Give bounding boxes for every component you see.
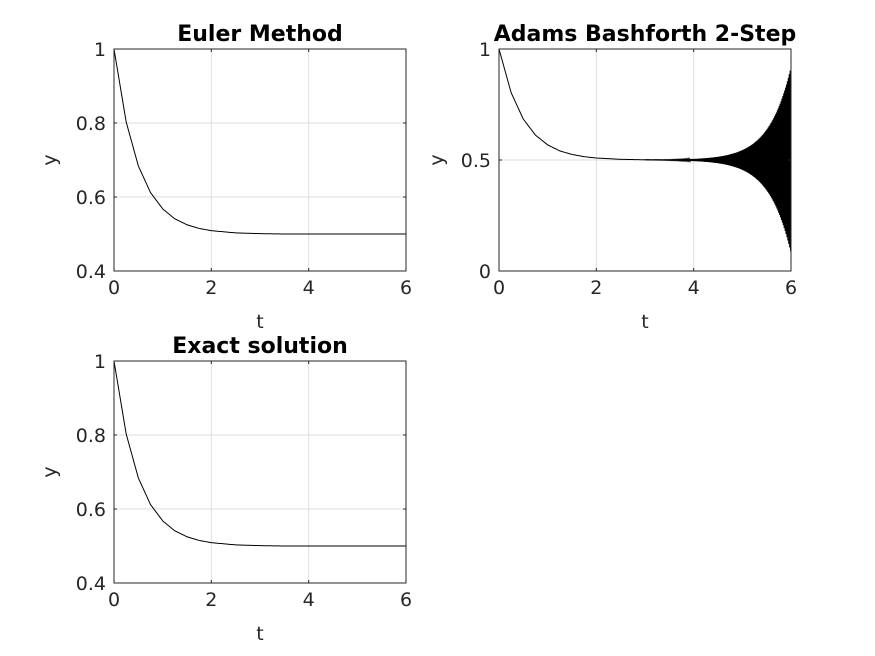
y-tick-label: 0.6 (76, 187, 106, 209)
x-tick-label: 0 (493, 277, 505, 299)
y-tick-label: 1 (479, 39, 491, 61)
chart-panel-2: 0 2 4 6 0 0.5 1 t y Adams Bashforth 2-Step (426, 22, 797, 333)
x-tick-label: 0 (108, 589, 120, 611)
series-line-1 (113, 48, 406, 235)
x-axis-label: t (256, 623, 263, 645)
y-tick-label: 1 (94, 39, 106, 61)
x-tick-label: 4 (688, 277, 700, 299)
x-tick-label: 2 (590, 277, 602, 299)
axes-box (113, 360, 407, 584)
chart-title: Euler Method (177, 22, 343, 47)
y-tick-label: 0.4 (76, 261, 106, 283)
axes-box (113, 48, 407, 272)
chart-panel-1: 0 2 4 6 0.4 0.6 0.8 1 t y Euler Method (39, 22, 412, 333)
x-axis-label: t (641, 311, 648, 333)
plot-area (114, 49, 406, 271)
y-tick-label: 0.8 (76, 425, 106, 447)
oscillation-line (644, 66, 792, 252)
plot-area (114, 361, 406, 583)
x-tick-label: 6 (785, 277, 797, 299)
y-tick-label: 0.5 (461, 150, 491, 172)
y-tick-label: 0.8 (76, 113, 106, 135)
y-axis-label: y (39, 466, 61, 477)
y-tick-label: 0 (479, 261, 491, 283)
chart-title: Exact solution (172, 334, 348, 359)
x-tick-label: 4 (303, 589, 315, 611)
y-tick-label: 0.6 (76, 499, 106, 521)
y-axis-label: y (426, 154, 448, 165)
y-tick-label: 0.4 (76, 573, 106, 595)
x-tick-label: 0 (108, 277, 120, 299)
y-tick-label: 1 (94, 351, 106, 373)
chart-panel-3: 0 2 4 6 0.4 0.6 0.8 1 t y Exact solution (39, 334, 412, 645)
chart-title: Adams Bashforth 2-Step (494, 22, 797, 47)
x-tick-label: 4 (303, 277, 315, 299)
x-tick-label: 6 (400, 589, 412, 611)
x-axis-label: t (256, 311, 263, 333)
series-line-1 (113, 360, 406, 547)
x-tick-label: 2 (205, 277, 217, 299)
x-tick-label: 2 (205, 589, 217, 611)
y-axis-label: y (39, 154, 61, 165)
x-tick-label: 6 (400, 277, 412, 299)
